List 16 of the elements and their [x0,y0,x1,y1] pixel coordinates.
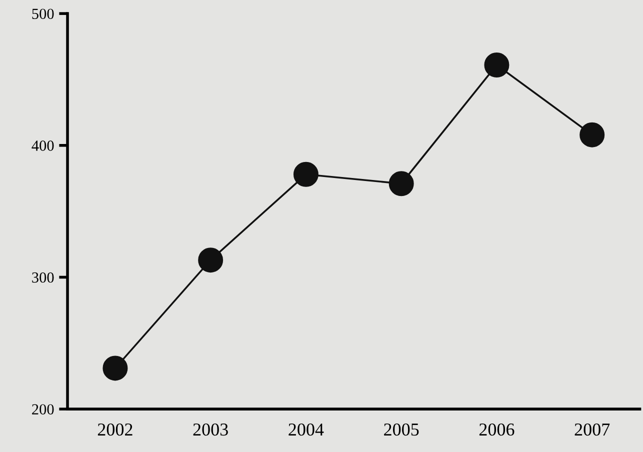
y-tick-label: 200 [32,404,54,415]
x-tick-label: 2002 [98,423,132,436]
x-tick-label: 2005 [384,423,419,436]
point [293,162,318,187]
point [484,52,510,78]
point [388,171,414,196]
y-tick-label: 400 [32,140,54,151]
x-tick-label: 2004 [288,423,324,436]
y-tick-label: 500 [32,8,54,20]
x-tick-label: 2006 [479,423,514,436]
y-tick-label: 300 [32,272,54,283]
x-tick-label: 2007 [574,423,610,436]
point [580,122,605,148]
point [198,248,224,273]
point [102,356,128,381]
x-tick-label: 2003 [193,423,228,436]
